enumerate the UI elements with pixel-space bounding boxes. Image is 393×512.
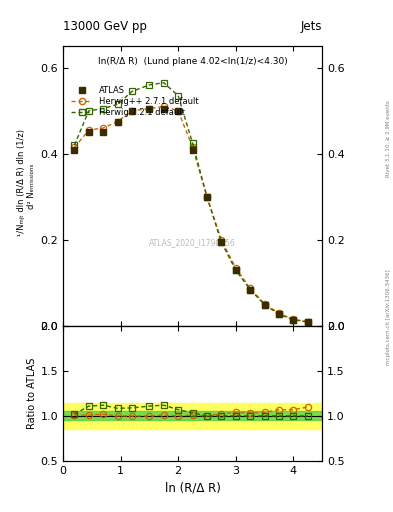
Y-axis label: Ratio to ATLAS: Ratio to ATLAS [28,358,37,429]
Y-axis label:    ¹/Nₘⱼₜ dln (R/Δ R) dln (1/z)
d² Nₑₘᵢₛₛᵢₒₙₛ: ¹/Nₘⱼₜ dln (R/Δ R) dln (1/z) d² Nₑₘᵢₛₛᵢₒ… [17,129,36,244]
Legend: ATLAS, Herwig++ 2.7.1 default, Herwig 7.2.1 default: ATLAS, Herwig++ 2.7.1 default, Herwig 7.… [70,84,200,118]
Text: Jets: Jets [301,20,322,33]
X-axis label: ln (R/Δ R): ln (R/Δ R) [165,481,220,494]
Text: 13000 GeV pp: 13000 GeV pp [63,20,147,33]
Text: ATLAS_2020_I1790256: ATLAS_2020_I1790256 [149,238,236,247]
Text: mcplots.cern.ch [arXiv:1306.3436]: mcplots.cern.ch [arXiv:1306.3436] [386,270,391,365]
Text: Rivet 3.1.10, ≥ 2.9M events: Rivet 3.1.10, ≥ 2.9M events [386,100,391,177]
Text: ln(R/Δ R)  (Lund plane 4.02<ln(1/z)<4.30): ln(R/Δ R) (Lund plane 4.02<ln(1/z)<4.30) [98,57,287,66]
